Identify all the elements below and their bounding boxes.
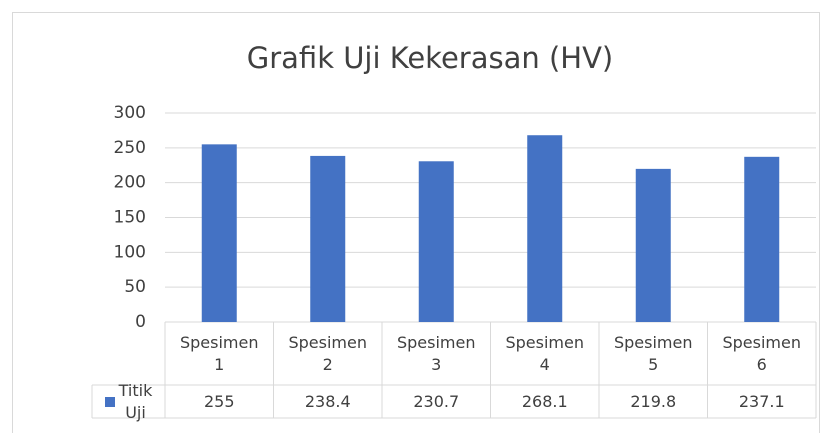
x-tick-label-text: Spesimen 4	[505, 332, 584, 374]
y-tick-label: 150	[114, 208, 146, 228]
data-label-text: 238.4	[304, 391, 351, 411]
data-label: 230.7	[382, 385, 491, 418]
data-label: 268.1	[491, 385, 600, 418]
chart-border	[12, 12, 820, 433]
x-tick-label: Spesimen 3	[382, 322, 491, 385]
bar	[744, 156, 780, 322]
data-label-text: 219.8	[630, 391, 677, 411]
y-tick-label: 250	[114, 138, 146, 158]
data-label: 255	[165, 385, 274, 418]
x-tick-label-text: Spesimen 3	[396, 332, 476, 374]
data-label-text: 230.7	[413, 391, 460, 411]
bar	[527, 135, 563, 322]
y-tick-label: 100	[114, 242, 146, 262]
legend-label-text: Titik Uji	[118, 380, 153, 422]
legend-label: Titik Uji	[92, 381, 165, 422]
x-tick-label-text: Spesimen 5	[613, 332, 693, 374]
x-tick-label-text: Spesimen 6	[722, 332, 801, 374]
y-tick-label: 50	[124, 277, 146, 297]
x-tick-label: Spesimen 1	[165, 322, 274, 385]
x-tick-label: Spesimen 4	[491, 322, 600, 385]
chart-title: Grafik Uji Kekerasan (HV)	[247, 41, 613, 75]
data-label-text: 255	[203, 391, 235, 411]
data-label: 219.8	[599, 385, 708, 418]
bar	[201, 144, 237, 322]
x-tick-label-text: Spesimen 1	[179, 332, 259, 374]
bar	[418, 161, 454, 322]
data-label-text: 268.1	[521, 391, 568, 411]
data-label: 237.1	[708, 385, 817, 418]
y-tick-label: 0	[135, 312, 146, 332]
data-label: 238.4	[274, 385, 383, 418]
bar	[310, 155, 346, 322]
x-tick-label-text: Spesimen 2	[288, 332, 367, 374]
x-tick-label: Spesimen 5	[599, 322, 708, 385]
y-tick-label: 300	[114, 103, 146, 123]
data-label-text: 237.1	[738, 391, 785, 411]
x-tick-label: Spesimen 2	[274, 322, 383, 385]
y-tick-label: 200	[114, 173, 146, 193]
bar	[635, 168, 671, 322]
legend-swatch	[104, 396, 115, 407]
x-tick-label: Spesimen 6	[708, 322, 817, 385]
